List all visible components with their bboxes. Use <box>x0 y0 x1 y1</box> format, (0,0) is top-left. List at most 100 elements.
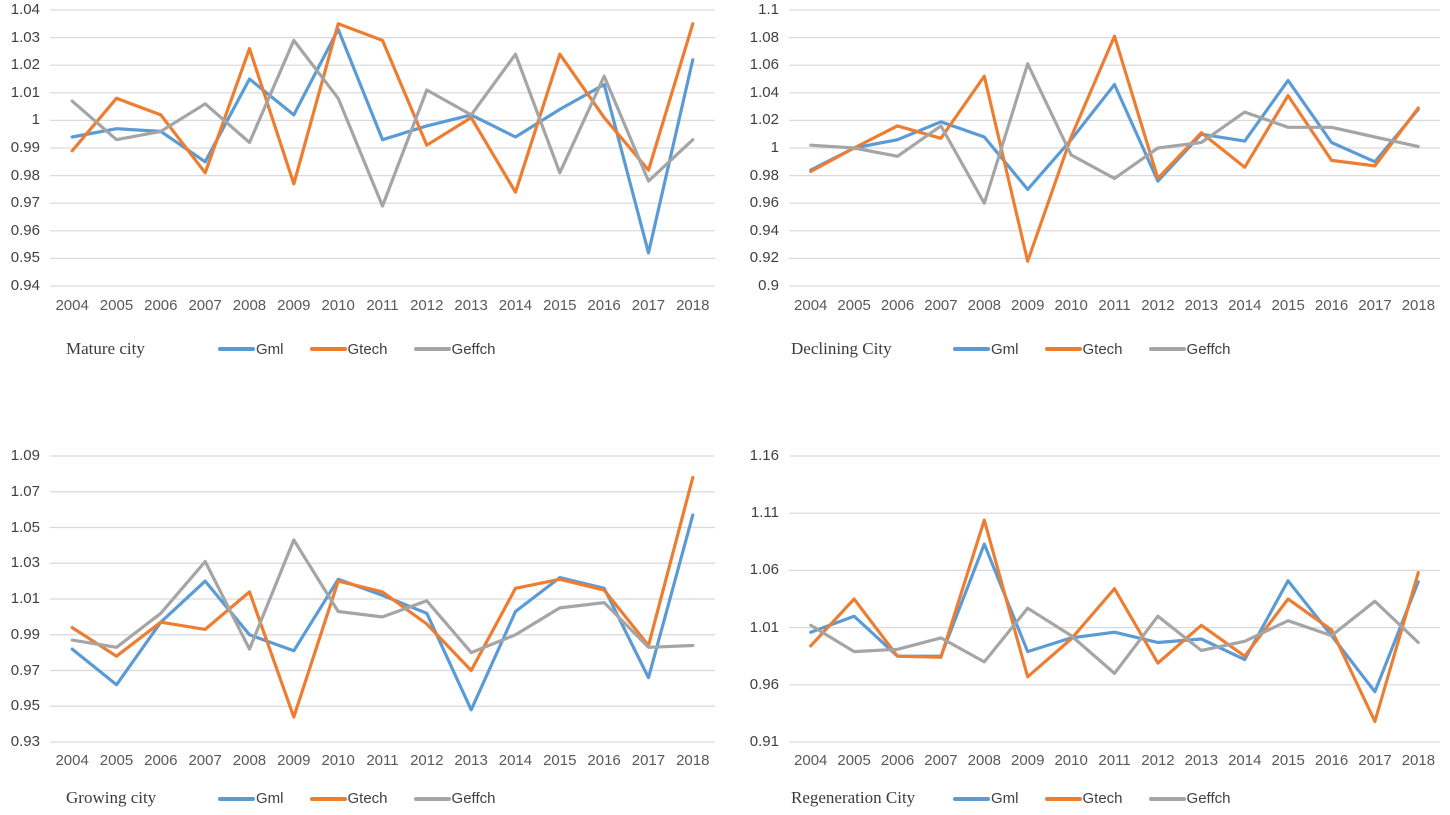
y-tick-label: 0.97 <box>10 661 40 679</box>
y-tick-label: 1.01 <box>10 83 40 101</box>
x-tick-label: 2006 <box>880 296 915 314</box>
x-tick-label: 2015 <box>543 752 577 770</box>
legend-label: Gtech <box>347 340 388 358</box>
legend-label: Gtech <box>347 790 388 808</box>
plot-row: 1.04 1.03 1.02 1.01 1 0.99 0.98 0.97 0.96 0.95 0.9… <box>0 0 715 294</box>
y-tick-label: 0.98 <box>10 166 40 184</box>
x-tick-label: 2005 <box>99 752 134 770</box>
x-tick-label: 2014 <box>1228 752 1262 770</box>
legend-line-swatch <box>413 347 451 351</box>
x-tick-label: 2012 <box>1141 296 1175 314</box>
y-tick-label: 1.06 <box>749 56 779 74</box>
x-tick-label: 2017 <box>1358 296 1392 314</box>
legend-line-swatch <box>218 347 255 351</box>
x-tick-label: 2009 <box>277 752 311 770</box>
chart-regeneration-city: 1.16 1.11 1.06 1.01 0.96 0.91 2004 2005 2006 200… <box>725 378 1450 815</box>
y-axis: 1.04 1.03 1.02 1.01 1 0.99 0.98 0.97 0.96 0.95 0.9… <box>0 0 50 294</box>
x-tick-label: 2010 <box>1054 752 1088 770</box>
x-tick-label: 2012 <box>410 752 444 770</box>
x-tick-label: 2009 <box>1011 296 1045 314</box>
x-axis: 2004 2005 2006 2007 2008 2009 2010 2011 2012 2013… <box>725 746 1440 776</box>
legend-line-swatch <box>1044 347 1082 351</box>
chart-growing-city: 1.09 1.07 1.05 1.03 1.01 0.99 0.97 0.95 0.93 200… <box>0 378 725 815</box>
y-tick-label: 1.03 <box>10 554 40 572</box>
legend-item-gtech: Gtech <box>309 790 388 808</box>
x-tick-label: 2018 <box>676 296 710 314</box>
chart-title: Mature city <box>66 339 145 358</box>
legend-item-gml: Gml <box>953 341 1019 358</box>
legend-label: Gtech <box>1082 340 1123 358</box>
plot-area <box>50 455 715 743</box>
plot-area <box>789 9 1440 287</box>
y-tick-label: 0.95 <box>10 249 40 267</box>
y-tick-label: 0.93 <box>10 733 40 750</box>
x-tick-label: 2013 <box>454 752 488 770</box>
x-tick-label: 2015 <box>1271 752 1305 770</box>
x-tick-label: 2014 <box>1228 296 1262 314</box>
series-line-gtech <box>70 22 695 194</box>
x-tick-label: 2010 <box>321 752 355 770</box>
legend-label: Geffch <box>451 340 496 358</box>
y-tick-label: 1.01 <box>10 590 40 607</box>
y-tick-label: 1.01 <box>749 618 779 636</box>
y-tick-label: 1.06 <box>749 561 779 579</box>
y-tick-label: 0.95 <box>10 697 40 715</box>
x-tick-label: 2011 <box>366 752 399 770</box>
legend-label: Gml <box>991 790 1019 808</box>
legend: Gml Gtech Geffch <box>953 782 1230 815</box>
legend-label: Gml <box>256 790 284 808</box>
x-axis: 2004 2005 2006 2007 2008 2009 2010 2011 2012 2013… <box>725 290 1440 320</box>
x-tick-label: 2012 <box>410 296 444 314</box>
x-tick-label: 2010 <box>321 296 355 314</box>
series-line-gml <box>809 542 1420 694</box>
y-tick-label: 1 <box>31 111 40 129</box>
x-tick-label: 2017 <box>1358 752 1392 770</box>
y-tick-label: 0.96 <box>10 221 40 239</box>
series-line-gtech <box>809 34 1420 263</box>
legend-item-gtech: Gtech <box>309 340 388 358</box>
y-tick-label: 0.99 <box>10 139 40 156</box>
x-tick-label: 2011 <box>1098 296 1131 314</box>
y-tick-label: 0.94 <box>749 221 779 239</box>
x-tick-label: 2014 <box>498 296 533 314</box>
legend-item-gtech: Gtech <box>1044 340 1123 358</box>
legend-line-swatch <box>1148 796 1186 801</box>
x-tick-label: 2017 <box>631 752 666 770</box>
plot-row: 1.16 1.11 1.06 1.01 0.96 0.91 <box>725 446 1440 750</box>
x-tick-label: 2012 <box>1141 752 1175 770</box>
chart-footer: Regeneration City Gml Gtech Geffch <box>725 782 1440 815</box>
series-line-geffch <box>70 538 695 655</box>
legend-item-geffch: Geffch <box>413 790 495 807</box>
x-tick-label: 2004 <box>55 752 89 770</box>
x-tick-label: 2005 <box>837 752 871 770</box>
plot-area <box>789 455 1440 743</box>
x-tick-label: 2013 <box>1184 752 1219 770</box>
y-tick-label: 0.96 <box>749 194 779 212</box>
y-tick-label: 1.11 <box>750 504 779 522</box>
y-tick-label: 1.02 <box>749 111 779 129</box>
y-tick-label: 1.1 <box>758 1 779 18</box>
x-tick-label: 2008 <box>232 296 267 314</box>
chart-mature-city: 1.04 1.03 1.02 1.01 1 0.99 0.98 0.97 0.96 0.95 0.9… <box>0 0 725 378</box>
y-tick-label: 0.98 <box>749 166 779 184</box>
x-tick-label: 2017 <box>631 296 666 314</box>
x-tick-label: 2006 <box>144 752 178 770</box>
x-tick-label: 2018 <box>676 752 710 770</box>
x-tick-label: 2006 <box>880 752 915 770</box>
y-tick-label: 1.16 <box>749 447 779 464</box>
x-tick-label: 2004 <box>794 296 828 314</box>
series-line-gml <box>70 513 695 712</box>
series-line-gml <box>70 27 695 255</box>
legend-line-swatch <box>218 796 255 801</box>
y-tick-label: 1.04 <box>10 1 40 18</box>
legend: Gml Gtech Geffch <box>218 782 495 815</box>
chart-title: Growing city <box>66 788 157 808</box>
plot-area <box>50 9 715 287</box>
x-axis: 2004 2005 2006 2007 2008 2009 2010 2011 2012 2013… <box>0 290 715 320</box>
x-tick-label: 2008 <box>232 752 267 770</box>
x-tick-label: 2005 <box>837 296 871 314</box>
chart-declining-city: 1.1 1.08 1.06 1.04 1.02 1 0.98 0.96 0.94 0.92 0.9 … <box>725 0 1450 378</box>
x-tick-label: 2006 <box>144 296 178 314</box>
y-tick-label: 1.04 <box>749 83 779 101</box>
